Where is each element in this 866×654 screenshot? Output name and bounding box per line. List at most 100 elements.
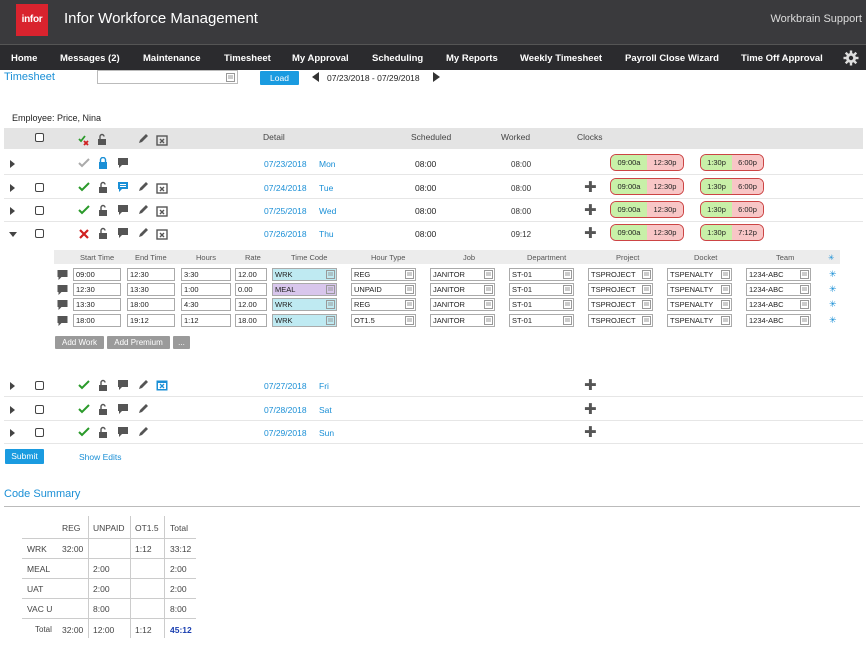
hours-input[interactable]: 1:00: [181, 283, 231, 296]
time-code-input[interactable]: MEAL: [272, 283, 337, 296]
department-input[interactable]: ST-01: [509, 283, 574, 296]
picker-icon[interactable]: [405, 316, 414, 325]
unlock-icon[interactable]: [97, 403, 109, 415]
gear-icon[interactable]: [843, 50, 859, 66]
row-checkbox[interactable]: [35, 381, 44, 390]
edit-pencil-icon[interactable]: [137, 403, 149, 415]
picker-icon[interactable]: [563, 270, 572, 279]
approve-check-icon[interactable]: [78, 204, 90, 216]
unlock-icon[interactable]: [96, 133, 108, 145]
row-comment-icon[interactable]: [56, 284, 69, 296]
clock-pair[interactable]: 1:30p 6:00p: [700, 178, 764, 195]
date-link[interactable]: 07/24/2018: [264, 183, 307, 193]
clock-pair[interactable]: 1:30p 6:00p: [700, 154, 764, 171]
picker-icon[interactable]: [326, 270, 335, 279]
time-code-input[interactable]: WRK: [272, 268, 337, 281]
approve-reject-icon[interactable]: [78, 134, 90, 146]
picker-icon[interactable]: [226, 73, 235, 82]
add-clock-icon[interactable]: ✚: [584, 202, 597, 219]
hours-input[interactable]: 1:12: [181, 314, 231, 327]
nav-messages[interactable]: Messages (2): [60, 53, 120, 64]
approve-check-icon[interactable]: [78, 379, 90, 391]
start-time-input[interactable]: 18:00: [73, 314, 121, 327]
picker-icon[interactable]: [326, 316, 335, 325]
expand-row-icon[interactable]: [10, 184, 15, 192]
project-input[interactable]: TSPROJECT: [588, 298, 653, 311]
hour-type-input[interactable]: UNPAID: [351, 283, 416, 296]
docket-input[interactable]: TSPENALTY: [667, 268, 732, 281]
comment-icon[interactable]: [117, 403, 129, 415]
picker-icon[interactable]: [563, 300, 572, 309]
picker-icon[interactable]: [326, 285, 335, 294]
add-work-button[interactable]: Add Work: [55, 336, 104, 349]
edit-pencil-icon[interactable]: [137, 379, 149, 391]
unlock-icon[interactable]: [97, 379, 109, 391]
delete-calendar-icon[interactable]: [156, 134, 168, 146]
hours-input[interactable]: 4:30: [181, 298, 231, 311]
picker-icon[interactable]: [405, 300, 414, 309]
department-input[interactable]: ST-01: [509, 268, 574, 281]
submit-button[interactable]: Submit: [5, 449, 44, 464]
time-code-input[interactable]: WRK: [272, 314, 337, 327]
select-all-checkbox[interactable]: [35, 133, 44, 142]
edit-pencil-icon[interactable]: [137, 426, 149, 438]
clock-pair[interactable]: 1:30p 7:12p: [700, 224, 764, 241]
row-options-icon[interactable]: ✳: [829, 284, 837, 294]
add-clock-icon[interactable]: ✚: [584, 401, 597, 418]
approve-check-icon[interactable]: [78, 426, 90, 438]
nav-my-approval[interactable]: My Approval: [292, 53, 349, 64]
start-time-input[interactable]: 13:30: [73, 298, 121, 311]
date-link[interactable]: 07/27/2018: [264, 381, 307, 391]
infor-logo[interactable]: infor: [16, 4, 48, 36]
comment-icon[interactable]: [117, 379, 129, 391]
unlock-icon[interactable]: [97, 426, 109, 438]
picker-icon[interactable]: [800, 316, 809, 325]
clock-pair[interactable]: 1:30p 6:00p: [700, 201, 764, 218]
comment-icon[interactable]: [117, 227, 129, 239]
approve-check-icon[interactable]: [78, 403, 90, 415]
expand-row-icon[interactable]: [10, 160, 15, 168]
nav-home[interactable]: Home: [11, 53, 38, 64]
unlock-icon[interactable]: [97, 227, 109, 239]
date-link[interactable]: 07/23/2018: [264, 159, 307, 169]
add-clock-icon[interactable]: ✚: [584, 179, 597, 196]
previous-week-icon[interactable]: [312, 72, 319, 82]
comment-icon[interactable]: [117, 157, 129, 169]
clock-pair[interactable]: 09:00a 12:30p: [610, 201, 684, 218]
date-link[interactable]: 07/26/2018: [264, 229, 307, 239]
end-time-input[interactable]: 18:00: [127, 298, 175, 311]
project-input[interactable]: TSPROJECT: [588, 283, 653, 296]
job-input[interactable]: JANITOR: [430, 298, 495, 311]
picker-icon[interactable]: [800, 300, 809, 309]
department-input[interactable]: ST-01: [509, 314, 574, 327]
picker-icon[interactable]: [484, 285, 493, 294]
team-input[interactable]: 1234-ABC: [746, 268, 811, 281]
show-edits-link[interactable]: Show Edits: [79, 452, 122, 462]
row-checkbox[interactable]: [35, 229, 44, 238]
picker-icon[interactable]: [642, 270, 651, 279]
clock-pair[interactable]: 09:00a 12:30p: [610, 224, 684, 241]
row-comment-icon[interactable]: [56, 315, 69, 327]
team-input[interactable]: 1234-ABC: [746, 283, 811, 296]
hours-input[interactable]: 3:30: [181, 268, 231, 281]
picker-icon[interactable]: [484, 300, 493, 309]
picker-icon[interactable]: [405, 285, 414, 294]
date-link[interactable]: 07/25/2018: [264, 206, 307, 216]
picker-icon[interactable]: [642, 285, 651, 294]
more-button[interactable]: ...: [173, 336, 190, 349]
unlock-icon[interactable]: [97, 204, 109, 216]
picker-icon[interactable]: [800, 285, 809, 294]
nav-my-reports[interactable]: My Reports: [446, 53, 498, 64]
edit-pencil-icon[interactable]: [137, 227, 149, 239]
edit-pencil-icon[interactable]: [137, 204, 149, 216]
hour-type-input[interactable]: REG: [351, 298, 416, 311]
job-input[interactable]: JANITOR: [430, 314, 495, 327]
picker-icon[interactable]: [721, 316, 730, 325]
load-button[interactable]: Load: [260, 71, 299, 85]
row-options-icon[interactable]: ✳: [829, 299, 837, 309]
picker-icon[interactable]: [721, 270, 730, 279]
row-checkbox[interactable]: [35, 405, 44, 414]
team-input[interactable]: 1234-ABC: [746, 298, 811, 311]
row-options-icon[interactable]: ✳: [829, 315, 837, 325]
start-time-input[interactable]: 12:30: [73, 283, 121, 296]
